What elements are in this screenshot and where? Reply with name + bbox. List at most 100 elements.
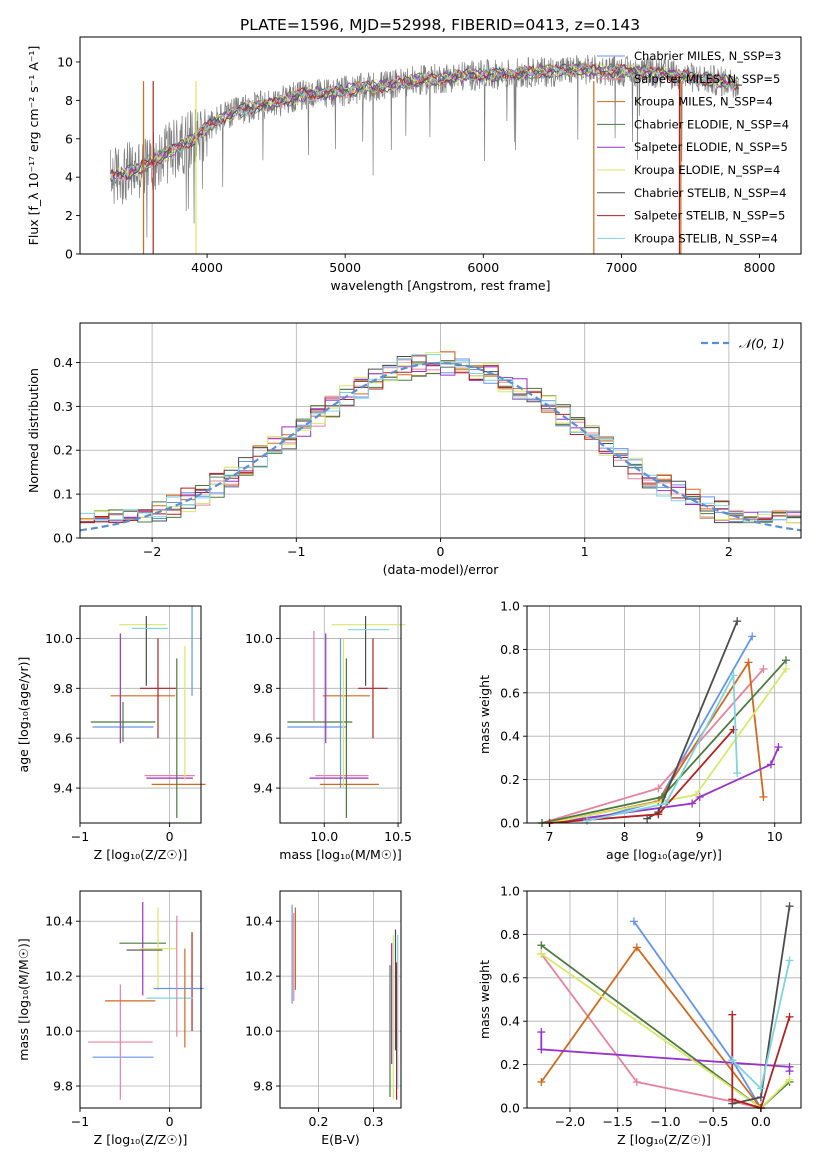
x-axis-label: wavelength [Angstrom, rest frame] bbox=[330, 278, 550, 293]
x-tick-label: −2 bbox=[143, 544, 161, 559]
y-tick-label: 9.8 bbox=[253, 1079, 273, 1094]
legend-label: Salpeter STELIB, N_SSP=5 bbox=[634, 209, 785, 223]
x-axis-label: Z [log₁₀(Z/Z☉)] bbox=[617, 1132, 711, 1147]
x-tick-label: 0.2 bbox=[309, 1114, 329, 1129]
x-tick-label: −1 bbox=[71, 1114, 89, 1129]
y-tick-label: 9.4 bbox=[253, 781, 273, 796]
y-tick-label: 10 bbox=[57, 54, 73, 69]
y-tick-label: 10.0 bbox=[45, 1024, 73, 1039]
x-tick-label: 0 bbox=[166, 1114, 174, 1129]
axes-frame bbox=[279, 605, 402, 824]
y-tick-label: 10.0 bbox=[245, 1024, 273, 1039]
residual-histogram-kroupa-stelib bbox=[80, 354, 801, 523]
x-axis-label: Z [log₁₀(Z/Z☉)] bbox=[94, 1132, 188, 1147]
y-tick-label: 10.2 bbox=[245, 969, 273, 984]
x-tick-label: 7000 bbox=[606, 260, 638, 275]
y-tick-label: 9.6 bbox=[53, 731, 73, 746]
axes-frame bbox=[79, 890, 202, 1109]
y-tick-label: 0.8 bbox=[500, 642, 520, 657]
x-tick-label: −1 bbox=[287, 544, 305, 559]
y-tick-label: 9.8 bbox=[253, 681, 273, 696]
panel-spectrum: 4000 5000 6000 7000 8000 0 2 4 6 8 10 wavelength [A… bbox=[26, 36, 802, 293]
x-tick-label: 0 bbox=[437, 544, 445, 559]
panel-weight-vs-z: −2.0 −1.5 −1.0 −0.5 0.0 0.0 0.2 0.4 0.6 0.8 1.0 Z [… bbox=[477, 884, 802, 1147]
x-tick-label: −2.0 bbox=[555, 1114, 585, 1129]
y-tick-label: 0.4 bbox=[53, 355, 73, 370]
weight-line-kroupa-stelib bbox=[586, 672, 739, 822]
axes-frame bbox=[526, 890, 802, 1109]
y-tick-label: 0.3 bbox=[53, 399, 73, 414]
x-tick-label: 2 bbox=[725, 544, 733, 559]
y-tick-label: 0.4 bbox=[500, 1014, 520, 1029]
legend-label: 𝒩(0, 1) bbox=[739, 336, 785, 351]
legend-label: Chabrier ELODIE, N_SSP=4 bbox=[634, 117, 789, 131]
weight-line-chabrier-miles bbox=[586, 635, 753, 822]
x-axis-label: mass [log₁₀(M/M☉)] bbox=[279, 847, 401, 862]
x-tick-label: 0.3 bbox=[364, 1114, 384, 1129]
y-tick-label: 0.1 bbox=[53, 487, 73, 502]
x-tick-label: 4000 bbox=[191, 260, 223, 275]
y-tick-label: 9.8 bbox=[53, 681, 73, 696]
x-tick-label: −1 bbox=[71, 829, 89, 844]
x-tick-label: 9 bbox=[696, 829, 704, 844]
figure-title: PLATE=1596, MJD=52998, FIBERID=0413, z=0… bbox=[240, 16, 640, 34]
panel-weight-vs-age: 7 8 9 10 0.0 0.2 0.4 0.6 0.8 1.0 age [log₁₀(age/yr… bbox=[477, 599, 802, 862]
legend-label: Kroupa STELIB, N_SSP=4 bbox=[634, 231, 778, 245]
x-tick-label: 0.0 bbox=[751, 1114, 771, 1129]
y-tick-label: 4 bbox=[65, 170, 73, 185]
y-tick-label: 9.6 bbox=[253, 731, 273, 746]
x-tick-label: 10.0 bbox=[310, 829, 338, 844]
x-tick-label: 6000 bbox=[467, 260, 499, 275]
legend-label: Kroupa MILES, N_SSP=4 bbox=[634, 95, 773, 109]
panel-age-vs-mass: 10.0 10.5 9.4 9.6 9.8 10.0 mass [log₁₀(M/M☉)] bbox=[245, 605, 412, 862]
panel-mass-vs-ebv: 0.2 0.3 9.8 10.0 10.2 10.4 E(B-V) bbox=[245, 890, 402, 1147]
y-axis-label: age [log₁₀(age/yr)] bbox=[16, 657, 31, 773]
y-tick-label: 10.2 bbox=[45, 969, 73, 984]
x-axis-label: age [log₁₀(age/yr)] bbox=[606, 847, 722, 862]
axes-frame bbox=[279, 890, 402, 1109]
weight-line-chabrier-stelib bbox=[646, 620, 739, 820]
y-tick-label: 9.4 bbox=[53, 781, 73, 796]
x-axis-label: (data-model)/error bbox=[383, 562, 500, 577]
weight-line-chabrier-miles bbox=[633, 920, 762, 1109]
y-tick-label: 0 bbox=[65, 247, 73, 262]
y-axis-label: Normed distribution bbox=[26, 368, 41, 493]
legend-label: Salpeter ELODIE, N_SSP=5 bbox=[634, 140, 788, 154]
y-axis-label: mass weight bbox=[477, 960, 492, 1039]
legend-label: Chabrier STELIB, N_SSP=4 bbox=[634, 186, 786, 200]
model-spectrum-kroupa-stelib bbox=[110, 63, 740, 182]
y-tick-label: 10.0 bbox=[45, 631, 73, 646]
legend-label: Salpeter MILES, N_SSP=5 bbox=[634, 72, 780, 86]
x-tick-label: 10.5 bbox=[384, 829, 412, 844]
x-tick-label: −1.0 bbox=[650, 1114, 680, 1129]
x-tick-label: 0 bbox=[166, 829, 174, 844]
y-tick-label: 0.2 bbox=[500, 1057, 520, 1072]
x-tick-label: 7 bbox=[546, 829, 554, 844]
x-tick-label: −1.5 bbox=[603, 1114, 633, 1129]
y-tick-label: 0.0 bbox=[500, 1101, 520, 1116]
y-tick-label: 0.2 bbox=[53, 443, 73, 458]
x-tick-label: 8 bbox=[621, 829, 629, 844]
y-axis-label: mass [log₁₀(M/M☉)] bbox=[16, 938, 31, 1060]
model-spectrum-salpeter-stelib bbox=[110, 63, 739, 181]
panel-residuals: −2 −1 0 1 2 0.0 0.1 0.2 0.3 0.4 (data-model)/error… bbox=[26, 322, 802, 577]
weight-line-salpeter-elodie bbox=[549, 746, 780, 824]
y-tick-label: 10.4 bbox=[245, 914, 273, 929]
gaussian-curve bbox=[79, 361, 802, 532]
y-tick-label: 2 bbox=[65, 208, 73, 223]
legend-label: Kroupa ELODIE, N_SSP=4 bbox=[634, 163, 780, 177]
y-tick-label: 0.8 bbox=[500, 927, 520, 942]
y-axis-label: mass weight bbox=[477, 675, 492, 754]
y-axis-label: Flux [f_λ 10⁻¹⁷ erg cm⁻² s⁻¹ A⁻¹] bbox=[26, 46, 41, 246]
y-tick-label: 6 bbox=[65, 131, 73, 146]
y-tick-label: 0.6 bbox=[500, 970, 520, 985]
x-tick-label: 10 bbox=[767, 829, 783, 844]
x-tick-label: 5000 bbox=[329, 260, 361, 275]
axes-frame bbox=[79, 36, 802, 255]
y-tick-label: 9.8 bbox=[53, 1079, 73, 1094]
legend-label: Chabrier MILES, N_SSP=3 bbox=[634, 49, 781, 63]
axes-frame bbox=[79, 605, 202, 824]
axes-frame bbox=[526, 605, 802, 824]
y-tick-label: 0.2 bbox=[500, 772, 520, 787]
